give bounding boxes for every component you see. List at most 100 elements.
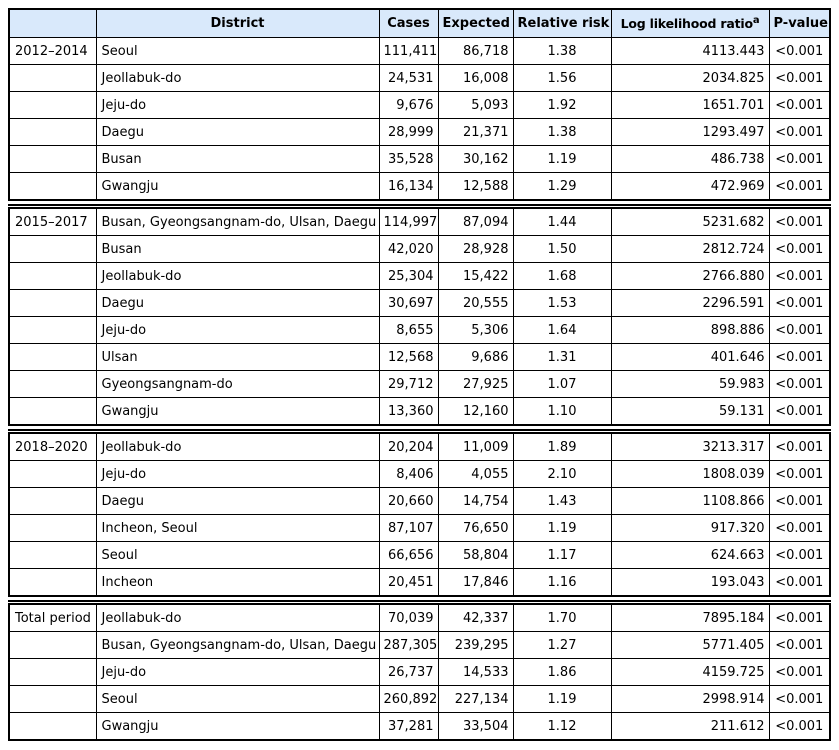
district-cell: Jeollabuk-do: [95, 64, 380, 92]
district-cell: Jeju-do: [95, 91, 380, 119]
relative-risk-cell: 1.16: [512, 568, 612, 597]
expected-cell: 58,804: [437, 541, 514, 569]
expected-cell: 20,555: [437, 289, 514, 317]
expected-cell: 239,295: [437, 631, 514, 659]
relative-risk-cell: 1.56: [512, 64, 612, 92]
col-header-period: [8, 8, 97, 38]
relative-risk-cell: 1.70: [512, 602, 612, 632]
expected-cell: 28,928: [437, 235, 514, 263]
table-row: Incheon 20,451 17,846 1.16 193.043 <0.001: [8, 568, 831, 597]
cases-cell: 42,020: [378, 235, 439, 263]
expected-cell: 42,337: [437, 602, 514, 632]
district-cell: Seoul: [95, 685, 380, 713]
period-cell: [8, 397, 97, 426]
district-cell: Seoul: [95, 37, 380, 65]
p-value-cell: <0.001: [768, 64, 831, 92]
period-cell: [8, 460, 97, 488]
district-cell: Busan: [95, 145, 380, 173]
relative-risk-cell: 1.38: [512, 118, 612, 146]
cases-cell: 66,656: [378, 541, 439, 569]
cases-cell: 16,134: [378, 172, 439, 201]
table-row: Ulsan 12,568 9,686 1.31 401.646 <0.001: [8, 343, 831, 371]
log-likelihood-ratio-cell: 917.320: [610, 514, 770, 542]
log-likelihood-ratio-cell: 211.612: [610, 712, 770, 741]
relative-risk-cell: 1.92: [512, 91, 612, 119]
expected-cell: 227,134: [437, 685, 514, 713]
log-likelihood-ratio-cell: 1808.039: [610, 460, 770, 488]
table-row: 2012–2014 Seoul 111,411 86,718 1.38 4113.443 <…: [8, 37, 831, 65]
p-value-cell: <0.001: [768, 658, 831, 686]
period-group-table: 2018–2020 Jeollabuk-do 20,204 11,009 1.89 321…: [8, 429, 831, 597]
period-cell: [8, 235, 97, 263]
cases-cell: 20,660: [378, 487, 439, 515]
relative-risk-cell: 1.19: [512, 685, 612, 713]
table-row: Total period Jeollabuk-do 70,039 42,337 1.70…: [8, 602, 831, 632]
district-cell: Gwangju: [95, 172, 380, 201]
p-value-cell: <0.001: [768, 460, 831, 488]
period-group-body: Total period Jeollabuk-do 70,039 42,337 1.70…: [8, 602, 831, 741]
table-row: Seoul 260,892 227,134 1.19 2998.914 <0.001: [8, 685, 831, 713]
cases-cell: 287,305: [378, 631, 439, 659]
table-row: Daegu 28,999 21,371 1.38 1293.497 <0.001: [8, 118, 831, 146]
table-row: Gyeongsangnam-do 29,712 27,925 1.07 59.983 <0…: [8, 370, 831, 398]
period-cell: [8, 712, 97, 741]
p-value-cell: <0.001: [768, 118, 831, 146]
log-likelihood-ratio-cell: 1651.701: [610, 91, 770, 119]
expected-cell: 76,650: [437, 514, 514, 542]
expected-cell: 12,160: [437, 397, 514, 426]
district-cell: Daegu: [95, 487, 380, 515]
district-cell: Jeollabuk-do: [95, 431, 380, 461]
log-likelihood-ratio-cell: 486.738: [610, 145, 770, 173]
log-likelihood-ratio-cell: 1293.497: [610, 118, 770, 146]
p-value-cell: <0.001: [768, 289, 831, 317]
period-cell: [8, 487, 97, 515]
period-cell: 2018–2020: [8, 431, 97, 461]
p-value-cell: <0.001: [768, 712, 831, 741]
expected-cell: 86,718: [437, 37, 514, 65]
table-row: Jeollabuk-do 25,304 15,422 1.68 2766.880 <0.0…: [8, 262, 831, 290]
cases-cell: 8,406: [378, 460, 439, 488]
cases-cell: 13,360: [378, 397, 439, 426]
table-row: Daegu 20,660 14,754 1.43 1108.866 <0.001: [8, 487, 831, 515]
relative-risk-cell: 1.38: [512, 37, 612, 65]
period-cell: [8, 568, 97, 597]
p-value-cell: <0.001: [768, 91, 831, 119]
period-group-table: Total period Jeollabuk-do 70,039 42,337 1.70…: [8, 600, 831, 741]
relative-risk-cell: 1.50: [512, 235, 612, 263]
district-cell: Busan, Gyeongsangnam-do, Ulsan, Daegu: [95, 206, 380, 236]
period-cell: [8, 316, 97, 344]
period-cell: Total period: [8, 602, 97, 632]
relative-risk-cell: 1.27: [512, 631, 612, 659]
footnote-marker: a: [752, 15, 760, 27]
table-row: Busan 42,020 28,928 1.50 2812.724 <0.001: [8, 235, 831, 263]
relative-risk-cell: 1.19: [512, 145, 612, 173]
period-cell: [8, 685, 97, 713]
period-group-table: 2015–2017 Busan, Gyeongsangnam-do, Ulsan,…: [8, 204, 831, 426]
district-cell: Busan: [95, 235, 380, 263]
district-cell: Seoul: [95, 541, 380, 569]
relative-risk-cell: 1.31: [512, 343, 612, 371]
table-row: Gwangju 37,281 33,504 1.12 211.612 <0.001: [8, 712, 831, 741]
cases-cell: 29,712: [378, 370, 439, 398]
p-value-cell: <0.001: [768, 262, 831, 290]
table-row: Jeju-do 8,655 5,306 1.64 898.886 <0.001: [8, 316, 831, 344]
p-value-cell: <0.001: [768, 397, 831, 426]
cases-cell: 87,107: [378, 514, 439, 542]
col-header-log-likelihood-ratio: Log likelihood ratioa: [610, 8, 770, 38]
p-value-cell: <0.001: [768, 514, 831, 542]
log-likelihood-ratio-cell: 3213.317: [610, 431, 770, 461]
table-row: 2018–2020 Jeollabuk-do 20,204 11,009 1.89 321…: [8, 431, 831, 461]
period-cell: [8, 64, 97, 92]
period-cell: [8, 262, 97, 290]
p-value-cell: <0.001: [768, 206, 831, 236]
district-cell: Incheon, Seoul: [95, 514, 380, 542]
expected-cell: 9,686: [437, 343, 514, 371]
expected-cell: 14,754: [437, 487, 514, 515]
p-value-cell: <0.001: [768, 370, 831, 398]
expected-cell: 27,925: [437, 370, 514, 398]
table-row: Busan 35,528 30,162 1.19 486.738 <0.001: [8, 145, 831, 173]
table-row: Jeju-do 8,406 4,055 2.10 1808.039 <0.001: [8, 460, 831, 488]
period-group-body: 2012–2014 Seoul 111,411 86,718 1.38 4113.443 <…: [8, 37, 831, 201]
district-cell: Jeollabuk-do: [95, 602, 380, 632]
p-value-cell: <0.001: [768, 316, 831, 344]
